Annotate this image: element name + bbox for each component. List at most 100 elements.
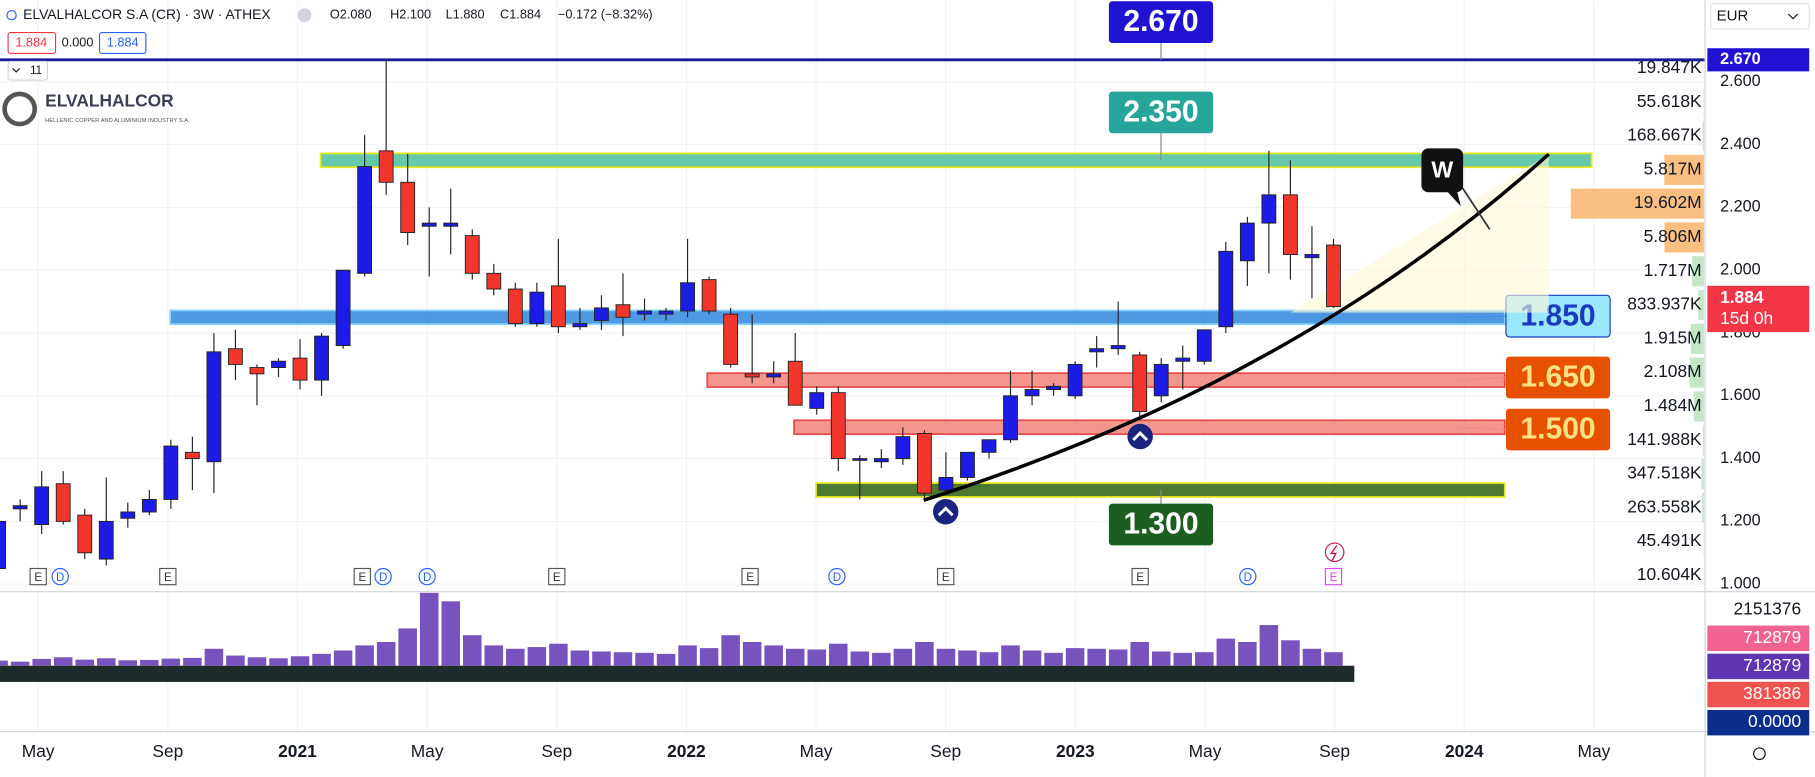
candle-body xyxy=(680,282,695,312)
candle-body xyxy=(1110,345,1126,350)
volume-bar xyxy=(570,650,590,666)
volume-profile-bar xyxy=(1693,391,1704,422)
y-tick-label: 2.600 xyxy=(1720,72,1761,90)
volume-bar xyxy=(484,645,504,666)
currency-select[interactable] xyxy=(1710,3,1810,30)
y-tick-label: 1.200 xyxy=(1720,512,1761,530)
pattern-badge xyxy=(1421,148,1464,193)
candle-body xyxy=(701,279,717,312)
level-connector xyxy=(1458,315,1506,318)
volume-bar xyxy=(699,648,719,666)
candle-body xyxy=(206,351,222,463)
settings-icon[interactable] xyxy=(1753,747,1766,761)
volume-bar xyxy=(527,647,547,666)
x-tick-label: Sep xyxy=(930,741,961,761)
event-marker xyxy=(1131,567,1149,586)
trend-curve xyxy=(923,152,1550,502)
volume-bar xyxy=(785,648,805,666)
y-tick-label: 1.400 xyxy=(1720,449,1761,467)
candle-body xyxy=(464,235,480,274)
x-tick-label: 2021 xyxy=(278,741,317,761)
volume-bar xyxy=(850,651,870,666)
volume-bar xyxy=(613,652,633,666)
volume-bar xyxy=(226,655,245,666)
candle-body xyxy=(357,166,373,274)
volume-bar xyxy=(333,650,353,666)
candle-body xyxy=(1089,348,1105,353)
volume-bar xyxy=(1238,641,1257,666)
event-marker xyxy=(828,567,846,586)
x-tick-label: Sep xyxy=(541,741,572,761)
candle-body xyxy=(594,307,609,321)
badge-text: 0.000 xyxy=(62,34,94,49)
candle-body xyxy=(830,392,846,460)
y-tick-label: 2.000 xyxy=(1720,260,1761,278)
event-marker xyxy=(1324,567,1343,586)
volume-bar xyxy=(958,650,977,666)
candle-body xyxy=(1003,395,1018,441)
volume-scale-box xyxy=(1707,709,1810,736)
volume-bar xyxy=(635,652,654,666)
level-zone xyxy=(319,152,1593,169)
volume-profile-label: 263.558K xyxy=(1627,496,1702,516)
menu-icon[interactable] xyxy=(297,8,312,23)
indicator-count[interactable]: 11 xyxy=(30,65,42,77)
event-marker xyxy=(937,567,955,586)
level-zone xyxy=(169,309,1506,326)
volume-bar xyxy=(1022,650,1042,666)
volume-profile-label: 168.667K xyxy=(1627,125,1702,145)
volume-bar xyxy=(936,648,956,666)
candle-body xyxy=(723,313,739,365)
event-marker xyxy=(741,567,759,586)
event-label: E xyxy=(746,572,754,584)
level-label-box xyxy=(1505,356,1611,399)
symbol-icon xyxy=(6,9,17,21)
candle-body xyxy=(249,367,265,375)
indicator-toggle[interactable] xyxy=(7,60,49,81)
volume-bar xyxy=(290,656,310,666)
price-axis: 2.6002.4002.2002.0001.8001.6001.4001.200… xyxy=(1707,48,1810,592)
time-axis: May Sep 2021 May Sep 2022 May Sep 2023 May Sep 2024… xyxy=(22,741,1611,761)
ohlc-open: O2.080 xyxy=(330,7,372,22)
candle-body xyxy=(787,360,803,406)
volume-profile-bar xyxy=(1702,492,1704,523)
pattern-pointer xyxy=(1460,184,1491,230)
volume-bar xyxy=(183,657,202,666)
volume-bar xyxy=(32,658,51,666)
volume-bar xyxy=(678,645,697,666)
volume-bar xyxy=(398,628,417,666)
ohlc-high: H2.100 xyxy=(390,7,431,22)
candle-body xyxy=(443,222,459,227)
y-tick-label: 1.600 xyxy=(1720,386,1761,404)
candle-body xyxy=(550,285,566,328)
level-label-box xyxy=(1108,503,1214,546)
candle-body xyxy=(1024,389,1040,397)
volume-bar xyxy=(0,660,8,666)
volume-bar xyxy=(312,653,331,666)
candle-body xyxy=(507,288,523,325)
volume-bar xyxy=(1151,651,1171,666)
x-tick-label: 2023 xyxy=(1056,741,1095,761)
volume-profile-label: 55.618K xyxy=(1637,91,1702,111)
currency[interactable]: EUR xyxy=(1717,7,1749,24)
candle-body xyxy=(873,458,889,463)
candle-body xyxy=(1196,329,1212,362)
level-label: 2.350 xyxy=(1123,96,1198,129)
x-tick-label: May xyxy=(1189,741,1222,761)
candle-body xyxy=(852,458,868,461)
event-label: D xyxy=(423,572,431,584)
candle-body xyxy=(981,439,997,453)
level-label-box xyxy=(1505,408,1611,451)
event-marker xyxy=(353,567,371,586)
volume-profile-label: 1.915M xyxy=(1644,327,1702,347)
volume-bar xyxy=(1302,648,1322,666)
candle-body xyxy=(615,304,631,318)
candle-body xyxy=(1153,363,1169,397)
y-tick-label: 1.000 xyxy=(1720,574,1761,592)
candles xyxy=(0,59,1341,569)
volume-profile-label: 19.602M xyxy=(1634,192,1702,212)
volume-bar xyxy=(1195,652,1214,666)
y-tick-label: 2.200 xyxy=(1720,198,1761,216)
volume-bar xyxy=(893,648,913,666)
